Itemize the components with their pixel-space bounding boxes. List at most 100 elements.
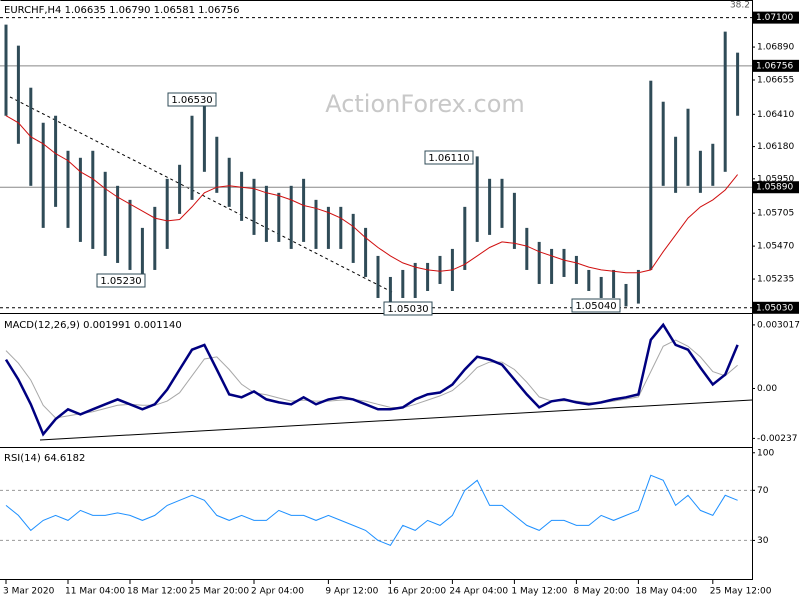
- price-bar: [488, 178, 492, 235]
- annotation: 1.05230: [100, 276, 141, 287]
- price-bar: [264, 185, 268, 242]
- annotation: 1.05030: [387, 304, 428, 315]
- annotation: 1.05040: [575, 301, 616, 312]
- level-label: 1.05030: [756, 303, 793, 313]
- price-bar: [525, 227, 529, 270]
- annotation-box: [96, 273, 146, 288]
- x-tick-label: 11 Mar 04:00: [65, 587, 125, 597]
- price-bar: [624, 283, 628, 307]
- level-label-box: [753, 11, 799, 24]
- price-bar: [314, 199, 318, 249]
- price-bar: [463, 206, 467, 270]
- price-bar: [277, 192, 281, 242]
- price-bar: [116, 185, 120, 263]
- price-bar: [103, 171, 107, 256]
- price-bar: [289, 185, 293, 249]
- y-tick-label: 0.003017: [757, 320, 800, 330]
- price-bar: [661, 101, 665, 186]
- price-bar: [302, 178, 306, 242]
- price-bar: [438, 255, 442, 284]
- series-line: [5, 115, 738, 274]
- price-bar: [674, 136, 678, 193]
- price-bar: [202, 97, 206, 172]
- price-bar: [41, 122, 45, 228]
- annotation-box: [424, 150, 474, 165]
- x-tick-label: 2 Apr 04:00: [251, 587, 304, 597]
- level-label-box: [753, 181, 799, 194]
- y-tick-label: 100: [757, 448, 774, 458]
- y-tick-label: 1.05470: [757, 242, 794, 252]
- annotation: 1.06110: [428, 153, 469, 164]
- x-tick-label: 1 May 12:00: [511, 587, 567, 597]
- price-bar: [4, 24, 8, 116]
- price-bar: [140, 227, 144, 280]
- x-tick-label: 16 Apr 20:00: [387, 587, 446, 597]
- price-bar: [326, 206, 330, 249]
- series-line: [4, 322, 739, 437]
- price-bar: [612, 269, 616, 298]
- price-bar: [649, 80, 653, 270]
- trend-line: [39, 399, 753, 441]
- y-tick-label: 70: [757, 486, 769, 496]
- price-bar: [686, 108, 690, 186]
- y-tick-label: 1.06890: [757, 43, 794, 53]
- x-tick-label: 3 Mar 2020: [3, 587, 55, 597]
- price-bar: [587, 269, 591, 291]
- x-tick-label: 25 May 12:00: [710, 587, 772, 597]
- price-bar: [54, 115, 58, 207]
- price-bar: [252, 178, 256, 235]
- y-tick-label: -0.00237: [757, 434, 797, 444]
- corner-text: 38.2: [730, 1, 750, 11]
- price-bar: [227, 157, 231, 207]
- price-bar: [500, 178, 504, 228]
- price-bar: [723, 31, 727, 172]
- y-tick-label: 1.05235: [757, 275, 794, 285]
- chart-title: MACD(12,26,9) 0.001991 0.001140: [4, 320, 182, 331]
- price-bar: [153, 206, 157, 270]
- price-bar: [339, 206, 343, 249]
- price-bar: [351, 213, 355, 263]
- price-bar: [636, 269, 640, 304]
- price-bar: [426, 262, 430, 291]
- x-tick-label: 18 Mar 12:00: [127, 587, 187, 597]
- price-bar: [165, 178, 169, 249]
- price-bar: [78, 157, 82, 242]
- price-bar: [537, 241, 541, 284]
- level-label: 1.05890: [756, 183, 793, 193]
- price-bar: [599, 276, 603, 298]
- y-tick-label: 1.06655: [757, 75, 794, 85]
- price-bar: [128, 199, 132, 270]
- x-tick-label: 24 Apr 04:00: [449, 587, 508, 597]
- price-bar: [736, 52, 740, 116]
- price-bar: [401, 269, 405, 298]
- price-bar: [388, 276, 392, 308]
- price-bar: [574, 255, 578, 284]
- price-bar: [475, 156, 479, 242]
- level-label-box: [753, 301, 799, 314]
- x-tick-label: 9 Apr 12:00: [325, 587, 378, 597]
- price-bar: [66, 150, 70, 228]
- price-bar: [711, 143, 715, 186]
- level-label: 1.06756: [756, 61, 793, 71]
- price-bar: [364, 227, 368, 277]
- price-bar: [698, 150, 702, 193]
- watermark: ActionForex.com: [325, 90, 525, 118]
- price-bar: [562, 248, 566, 277]
- price-bar: [16, 45, 20, 144]
- annotation-box: [383, 301, 433, 316]
- x-tick-label: 8 May 20:00: [573, 587, 629, 597]
- level-label: 1.07100: [756, 13, 793, 23]
- series-line: [5, 474, 738, 547]
- y-tick-label: 1.06410: [757, 110, 794, 120]
- y-tick-label: 1.05950: [757, 174, 794, 184]
- price-bar: [91, 150, 95, 249]
- chart-title: RSI(14) 64.6182: [4, 453, 85, 464]
- price-bar: [240, 171, 244, 221]
- annotation-box: [167, 92, 217, 107]
- level-label-box: [753, 59, 799, 72]
- y-tick-label: 1.05705: [757, 209, 794, 219]
- y-tick-label: 1.06180: [757, 142, 794, 152]
- x-tick-label: 25 Mar 20:00: [189, 587, 249, 597]
